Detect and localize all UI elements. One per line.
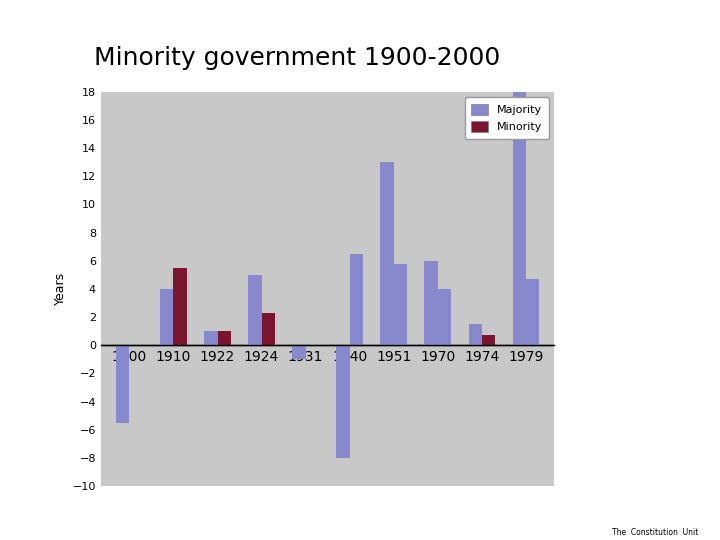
Bar — [380, 162, 394, 345]
Bar — [217, 331, 230, 345]
Text: ♖UCL: ♖UCL — [614, 16, 691, 39]
Bar — [469, 324, 482, 345]
Bar — [394, 264, 407, 345]
Bar — [292, 345, 305, 359]
Bar — [174, 268, 186, 345]
Bar — [438, 289, 451, 345]
Bar — [482, 335, 495, 345]
Bar — [425, 261, 438, 345]
Legend: Majority, Minority: Majority, Minority — [464, 97, 549, 139]
Bar — [248, 275, 261, 345]
Text: Minority government 1900-2000: Minority government 1900-2000 — [94, 46, 500, 70]
Bar — [261, 313, 275, 345]
Text: The  Constitution  Unit: The Constitution Unit — [612, 528, 698, 537]
Y-axis label: Years: Years — [54, 272, 67, 306]
Bar — [336, 345, 350, 458]
Bar — [350, 254, 363, 345]
Bar — [526, 279, 539, 345]
Bar — [526, 303, 539, 345]
Bar — [161, 289, 174, 345]
Bar — [513, 92, 526, 345]
Bar — [204, 331, 217, 345]
Bar — [116, 345, 130, 423]
